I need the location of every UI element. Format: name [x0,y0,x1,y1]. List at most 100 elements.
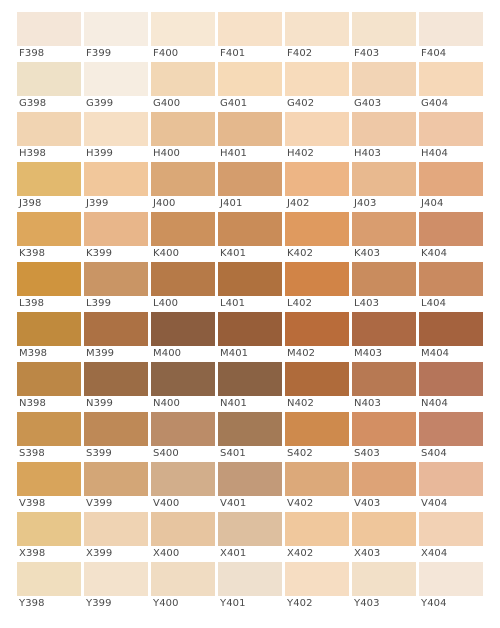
swatch-cell[interactable]: L401 [218,262,282,312]
color-swatch[interactable] [151,162,215,196]
swatch-cell[interactable]: S404 [419,412,483,462]
swatch-cell[interactable]: F402 [285,12,349,62]
swatch-cell[interactable]: V404 [419,462,483,512]
color-swatch[interactable] [84,312,148,346]
swatch-cell[interactable]: N400 [151,362,215,412]
swatch-cell[interactable]: J400 [151,162,215,212]
swatch-cell[interactable]: V399 [84,462,148,512]
swatch-cell[interactable]: S401 [218,412,282,462]
color-swatch[interactable] [17,162,81,196]
color-swatch[interactable] [151,312,215,346]
swatch-cell[interactable]: K403 [352,212,416,262]
color-swatch[interactable] [17,462,81,496]
swatch-cell[interactable]: S399 [84,412,148,462]
color-swatch[interactable] [352,312,416,346]
swatch-cell[interactable]: J398 [17,162,81,212]
color-swatch[interactable] [352,412,416,446]
color-swatch[interactable] [419,512,483,546]
color-swatch[interactable] [352,212,416,246]
swatch-cell[interactable]: H399 [84,112,148,162]
color-swatch[interactable] [84,62,148,96]
color-swatch[interactable] [84,112,148,146]
color-swatch[interactable] [151,412,215,446]
swatch-cell[interactable]: V401 [218,462,282,512]
color-swatch[interactable] [218,312,282,346]
swatch-cell[interactable]: F401 [218,12,282,62]
swatch-cell[interactable]: J401 [218,162,282,212]
color-swatch[interactable] [151,212,215,246]
color-swatch[interactable] [218,412,282,446]
color-swatch[interactable] [84,12,148,46]
swatch-cell[interactable]: F404 [419,12,483,62]
color-swatch[interactable] [151,62,215,96]
color-swatch[interactable] [151,262,215,296]
color-swatch[interactable] [352,262,416,296]
color-swatch[interactable] [285,212,349,246]
swatch-cell[interactable]: H401 [218,112,282,162]
swatch-cell[interactable]: X399 [84,512,148,562]
color-swatch[interactable] [84,462,148,496]
swatch-cell[interactable]: X403 [352,512,416,562]
color-swatch[interactable] [419,462,483,496]
swatch-cell[interactable]: G404 [419,62,483,112]
swatch-cell[interactable]: Y404 [419,562,483,612]
swatch-cell[interactable]: N398 [17,362,81,412]
swatch-cell[interactable]: G398 [17,62,81,112]
color-swatch[interactable] [84,212,148,246]
color-swatch[interactable] [419,162,483,196]
color-swatch[interactable] [285,262,349,296]
color-swatch[interactable] [17,512,81,546]
swatch-cell[interactable]: N404 [419,362,483,412]
color-swatch[interactable] [419,412,483,446]
swatch-cell[interactable]: L398 [17,262,81,312]
swatch-cell[interactable]: J402 [285,162,349,212]
color-swatch[interactable] [17,312,81,346]
swatch-cell[interactable]: H402 [285,112,349,162]
swatch-cell[interactable]: V403 [352,462,416,512]
color-swatch[interactable] [17,412,81,446]
color-swatch[interactable] [419,62,483,96]
swatch-cell[interactable]: F399 [84,12,148,62]
color-swatch[interactable] [151,362,215,396]
swatch-cell[interactable]: L399 [84,262,148,312]
swatch-cell[interactable]: S403 [352,412,416,462]
swatch-cell[interactable]: N399 [84,362,148,412]
swatch-cell[interactable]: J403 [352,162,416,212]
color-swatch[interactable] [352,112,416,146]
swatch-cell[interactable]: K404 [419,212,483,262]
color-swatch[interactable] [285,112,349,146]
color-swatch[interactable] [285,362,349,396]
color-swatch[interactable] [151,562,215,596]
swatch-cell[interactable]: J399 [84,162,148,212]
color-swatch[interactable] [17,12,81,46]
color-swatch[interactable] [419,562,483,596]
color-swatch[interactable] [218,362,282,396]
swatch-cell[interactable]: H398 [17,112,81,162]
color-swatch[interactable] [218,562,282,596]
swatch-cell[interactable]: H404 [419,112,483,162]
swatch-cell[interactable]: F400 [151,12,215,62]
swatch-cell[interactable]: V398 [17,462,81,512]
swatch-cell[interactable]: F398 [17,12,81,62]
color-swatch[interactable] [84,262,148,296]
swatch-cell[interactable]: K398 [17,212,81,262]
swatch-cell[interactable]: M401 [218,312,282,362]
color-swatch[interactable] [352,362,416,396]
color-swatch[interactable] [285,312,349,346]
swatch-cell[interactable]: M399 [84,312,148,362]
color-swatch[interactable] [17,562,81,596]
swatch-cell[interactable]: S402 [285,412,349,462]
color-swatch[interactable] [84,412,148,446]
color-swatch[interactable] [151,512,215,546]
color-swatch[interactable] [419,312,483,346]
swatch-cell[interactable]: K401 [218,212,282,262]
swatch-cell[interactable]: Y403 [352,562,416,612]
swatch-cell[interactable]: M400 [151,312,215,362]
color-swatch[interactable] [218,62,282,96]
color-swatch[interactable] [17,262,81,296]
color-swatch[interactable] [419,212,483,246]
swatch-cell[interactable]: X402 [285,512,349,562]
color-swatch[interactable] [285,62,349,96]
color-swatch[interactable] [419,112,483,146]
swatch-cell[interactable]: Y398 [17,562,81,612]
